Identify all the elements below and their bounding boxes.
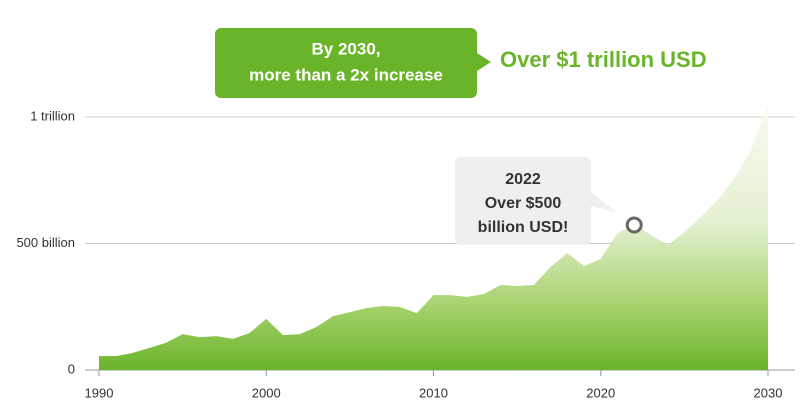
callout-text: By 2030, — [312, 39, 381, 58]
y-tick-label: 1 trillion — [30, 108, 75, 123]
callout-text: 2022 — [505, 171, 541, 188]
area — [99, 103, 768, 371]
callout-pointer — [591, 192, 616, 212]
x-tick-label: 2030 — [754, 385, 783, 400]
highlight-marker — [625, 216, 643, 234]
x-tick-label: 1990 — [85, 385, 114, 400]
x-tick-label: 2020 — [586, 385, 615, 400]
y-tick-label: 0 — [68, 361, 75, 376]
headline: Over $1 trillion USD — [500, 47, 707, 72]
x-tick-label: 2010 — [419, 385, 448, 400]
callout-text: billion USD! — [478, 219, 569, 236]
callout-text: Over $500 — [485, 195, 562, 212]
callout-box — [455, 157, 591, 245]
callout-pointer — [477, 53, 491, 71]
callout-box — [215, 28, 477, 98]
callout-text: more than a 2x increase — [249, 65, 443, 84]
x-tick-label: 2000 — [252, 385, 281, 400]
y-tick-label: 500 billion — [16, 235, 75, 250]
